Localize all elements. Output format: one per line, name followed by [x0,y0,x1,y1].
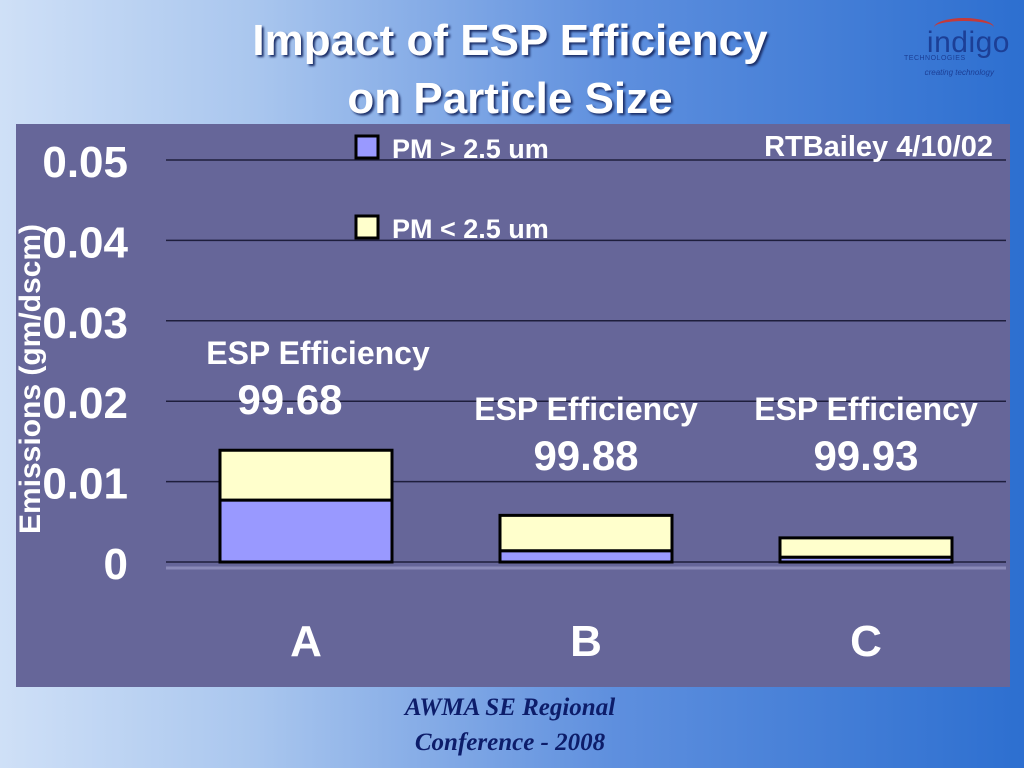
bar-segment [498,549,674,564]
bar-segment [218,498,394,564]
y-tick-label: 0.03 [42,299,128,348]
y-tick-label: 0.02 [42,379,128,428]
annotation-label: ESP Efficiency [206,335,430,371]
chart-area: 0 0.01 0.02 0.03 0.04 0.05 Emissions (gm/dscm)… [16,124,1010,687]
footer-line-1: AWMA SE Regional [404,694,616,721]
x-tick-label: A [290,617,322,666]
y-tick-label: 0.05 [42,138,128,187]
annotation-value: 99.88 [533,432,638,479]
annotation-label: ESP Efficiency [754,391,978,427]
annotation-value: 99.68 [237,376,342,423]
y-tick-label: 0 [104,540,128,589]
y-axis-label: Emissions (gm/dscm) [16,224,47,534]
legend-label: PM > 2.5 um [392,134,549,164]
legend-swatch [354,134,380,160]
logo-arc-icon [934,18,994,37]
x-tick-label: B [570,617,602,666]
legend-label: PM < 2.5 um [392,214,549,244]
footer-line-2: Conference - 2008 [414,729,606,756]
title-line-1: Impact of ESP Efficiency [252,16,768,65]
x-tick-label: C [850,617,882,666]
logo-word: indigo [926,26,1010,59]
bar-segment [218,448,394,502]
slide-title: Impact of ESP Efficiency on Particle Siz… [150,12,870,128]
annotation-label: ESP Efficiency [474,391,698,427]
footer: AWMA SE Regional Conference - 2008 [340,690,680,760]
company-logo: indigo TECHNOLOGIES creating technology [898,8,1016,78]
logo-subtitle: TECHNOLOGIES [904,55,966,62]
y-tick-label: 0.01 [42,460,128,509]
legend-swatch [354,214,380,240]
title-line-2: on Particle Size [347,74,673,123]
y-tick-label: 0.04 [42,218,128,267]
bar-segment [498,513,674,553]
stacked-bar-chart: 0 0.01 0.02 0.03 0.04 0.05 Emissions (gm/dscm)… [16,131,1006,666]
logo-tagline: creating technology [924,68,994,77]
bar-segment [778,536,954,559]
annotation-value: 99.93 [813,432,918,479]
chart-credit: RTBailey 4/10/02 [764,131,993,163]
